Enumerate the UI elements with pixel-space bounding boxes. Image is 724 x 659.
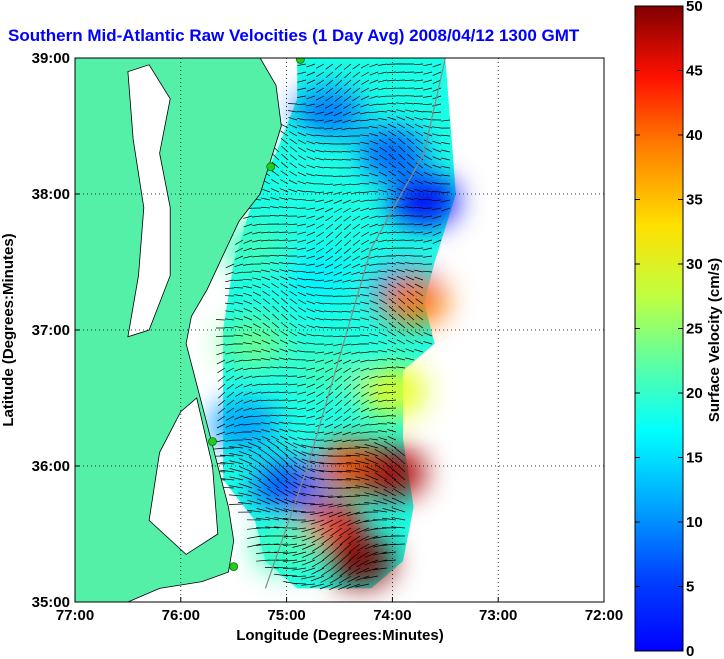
x-tick-label: 77:00 bbox=[56, 607, 94, 624]
velocity-cell bbox=[379, 274, 448, 327]
x-tick-label: 76:00 bbox=[162, 607, 200, 624]
colorbar-tick-label: 50 bbox=[686, 0, 703, 15]
velocity-blobs bbox=[210, 86, 459, 588]
velocity-cell bbox=[273, 140, 342, 193]
bathymetry-contour bbox=[264, 58, 446, 589]
velocity-cell bbox=[294, 344, 363, 397]
radar-station-marker bbox=[296, 58, 305, 64]
velocity-vectors bbox=[210, 63, 451, 591]
radar-station-marker bbox=[208, 437, 217, 446]
velocity-field bbox=[210, 58, 459, 589]
coastline bbox=[127, 58, 282, 602]
velocity-cell bbox=[326, 535, 395, 588]
velocity-cell bbox=[220, 317, 289, 370]
y-tick-label: 36:00 bbox=[32, 458, 70, 475]
radar-station-marker bbox=[229, 562, 239, 571]
x-axis-label: Longitude (Degrees:Minutes) bbox=[236, 627, 444, 644]
sound-water bbox=[148, 397, 219, 555]
colorbar-tick-label: 45 bbox=[686, 63, 703, 80]
bay-water bbox=[127, 64, 171, 338]
chart-title: Southern Mid-Atlantic Raw Velocities (1 … bbox=[8, 26, 580, 45]
y-tick-label: 38:00 bbox=[32, 186, 70, 203]
velocity-cell bbox=[358, 365, 427, 418]
vector-arrows bbox=[210, 63, 451, 591]
colorbar-label: Surface Velocity (cm/s) bbox=[706, 258, 723, 422]
y-tick-label: 35:00 bbox=[32, 594, 70, 611]
velocity-cell bbox=[358, 446, 427, 499]
x-tick-label: 74:00 bbox=[373, 607, 411, 624]
velocity-cell bbox=[294, 86, 363, 139]
colorbar: 0 5 10 15 20 25 30 35 40 45 50 Surface Velocity (c… bbox=[634, 0, 723, 659]
radar-stations bbox=[208, 58, 305, 571]
y-axis-ticks: 39:00 38:00 37:00 36:00 35:00 bbox=[32, 50, 80, 611]
y-tick-label: 39:00 bbox=[32, 50, 70, 67]
colorbar-tick-label: 10 bbox=[686, 514, 703, 531]
x-tick-label: 75:00 bbox=[267, 607, 305, 624]
velocity-cell bbox=[284, 249, 353, 302]
colorbar-tick-label: 40 bbox=[686, 127, 703, 144]
colorbar-tick-label: 30 bbox=[686, 256, 703, 273]
land-mass bbox=[75, 58, 446, 602]
colorbar-scale bbox=[634, 5, 684, 652]
colorbar-ticks: 0 5 10 15 20 25 30 35 40 45 50 bbox=[635, 0, 703, 659]
y-tick-label: 37:00 bbox=[32, 322, 70, 339]
velocity-cell bbox=[390, 174, 459, 227]
colorbar-tick-label: 15 bbox=[686, 450, 703, 467]
coast-polygon bbox=[75, 58, 282, 602]
colorbar-tick-label: 35 bbox=[686, 192, 703, 209]
colorbar-tick-label: 20 bbox=[686, 385, 703, 402]
x-axis-ticks: 77:00 76:00 75:00 74:00 73:00 72:00 bbox=[56, 597, 623, 624]
colorbar-tick-label: 0 bbox=[686, 643, 694, 659]
radar-station-marker bbox=[266, 162, 276, 172]
y-axis-label: Latitude (Degrees:Minutes) bbox=[0, 233, 17, 426]
velocity-cell bbox=[220, 222, 289, 275]
grid-lines bbox=[75, 58, 604, 602]
x-tick-label: 72:00 bbox=[585, 607, 623, 624]
x-tick-label: 73:00 bbox=[479, 607, 517, 624]
colorbar-tick-label: 5 bbox=[686, 579, 694, 596]
colorbar-tick-label: 25 bbox=[686, 321, 703, 338]
plot-area bbox=[75, 58, 604, 602]
